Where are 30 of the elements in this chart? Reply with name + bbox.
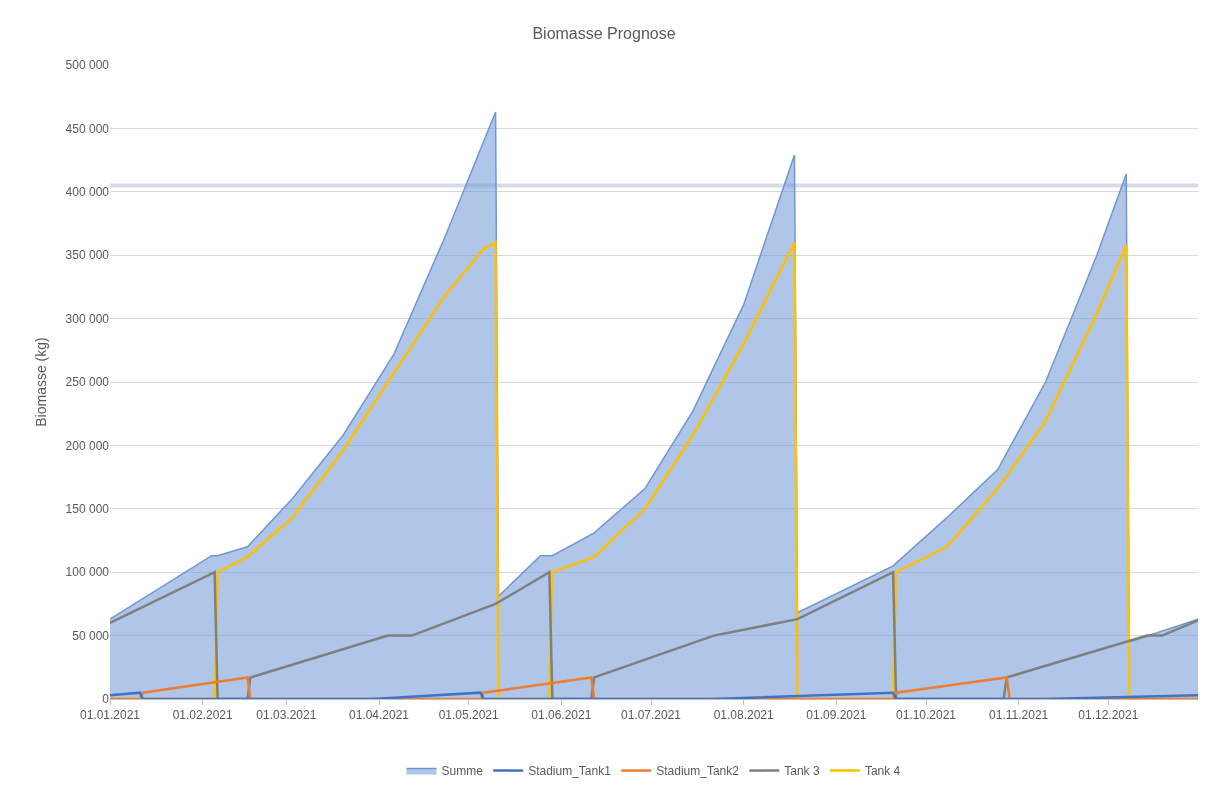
y-axis-title: Biomasse (kg) <box>33 337 50 427</box>
x-tick-label: 01.08.2021 <box>713 708 775 723</box>
x-tick-label: 01.05.2021 <box>438 708 500 723</box>
x-tick-label: 01.12.2021 <box>1078 708 1139 723</box>
y-tick-label: 50 000 <box>72 628 110 643</box>
x-tick-label: 01.11.2021 <box>989 708 1049 723</box>
y-tick-label: 500 000 <box>65 58 110 73</box>
x-tick-label: 01.04.2021 <box>348 708 410 723</box>
legend-label: Stadium_Tank1 <box>528 764 612 779</box>
x-tick-label: 01.09.2021 <box>806 708 867 723</box>
legend-label: Tank 3 <box>784 764 820 779</box>
x-tick-label: 01.07.2021 <box>620 708 682 723</box>
x-tick-label: 01.01.2021 <box>79 708 141 723</box>
y-tick-label: 0 <box>102 692 110 707</box>
y-tick-label: 400 000 <box>65 185 110 199</box>
legend-label: Tank 4 <box>864 764 901 779</box>
y-tick-label: 350 000 <box>65 248 110 263</box>
x-tick-label: 01.10.2021 <box>895 708 957 723</box>
x-tick-label: 01.02.2021 <box>172 708 234 723</box>
legend-label: Stadium_Tank2 <box>656 764 740 779</box>
x-tick-label: 01.03.2021 <box>256 708 317 723</box>
y-tick-label: 250 000 <box>65 375 110 390</box>
y-tick-label: 300 000 <box>65 311 110 326</box>
y-tick-label: 200 000 <box>65 438 110 453</box>
y-tick-label: 150 000 <box>65 502 110 516</box>
y-tick-label: 450 000 <box>65 121 110 136</box>
x-tick-label: 01.06.2021 <box>531 708 592 723</box>
legend-label: Summe <box>441 764 484 779</box>
y-tick-label: 100 000 <box>65 565 110 580</box>
chart-title: Biomasse Prognose <box>532 25 676 43</box>
